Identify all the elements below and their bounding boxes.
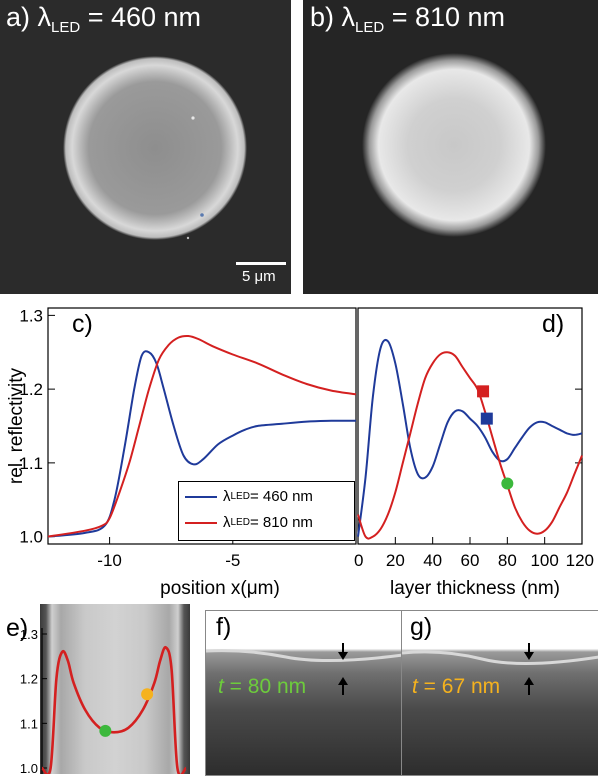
panel-a-sub: LED [51,19,81,36]
chart-e: 1.3 1.2 1.1 1.0 [20,627,188,774]
panel-e: 1.3 1.2 1.1 1.0 e) [0,604,190,774]
chart-d-xtick-label: 40 [423,551,442,570]
legend-entry-810: λ LED = 810 nm [185,514,313,531]
chart-d-series-1 [357,351,583,540]
chart-c-series-1 [47,334,357,538]
chart-c-ytick-label: 1.2 [19,380,43,399]
panel-a-label: a) [6,2,31,32]
chart-d-xtick-label: 80 [498,551,517,570]
arrow-up-icon-head [524,677,534,685]
legend-entry-460: λ LED = 460 nm [185,488,313,505]
panel-g-image: g) t = 67 nm [401,610,598,776]
chart-d-xtick-label: 120 [566,551,594,570]
panel-f-image: f) t = 80 nm [205,610,404,776]
chart-e-series-0 [40,645,188,774]
chart-d-marker-0 [477,385,490,398]
panel-g-label: g) [410,613,433,641]
chart-d-xtick-label: 60 [461,551,480,570]
panel-g-surface [402,643,598,695]
chart-d-xtick-label: 20 [386,551,405,570]
panel-a-disk [63,56,247,240]
chart-e-ytick-label: 1.1 [20,716,38,731]
chart-c-xtick-label: -5 [225,551,240,570]
panel-g-t: t [412,675,418,698]
panel-b-sub: LED [355,19,385,36]
panel-b-disk [362,53,546,237]
chart-c-xlabel: position x(μm) [160,578,280,599]
panel-a-lambda: λ [37,2,52,32]
arrow-down-icon-head [524,652,534,660]
legend-lambda-460: λ [223,488,231,505]
panel-b-value: = 810 nm [384,2,506,32]
panel-b-lambda: λ [341,2,356,32]
chart-c-xtick-label: -10 [97,551,122,570]
chart-d-xlabel: layer thickness (nm) [390,578,560,599]
chart-c-ytick-label: 1.0 [19,528,43,547]
arrow-up-icon-head [338,677,348,685]
chart-d: 0 20 40 60 80 100 120 [354,307,594,570]
chart-d-xtick-label: 100 [530,551,558,570]
panel-b-title: b) λLED = 810 nm [310,2,505,36]
panel-f-label: f) [216,613,232,641]
chart-d-frame [357,307,583,545]
chart-c-legend: λ LED = 460 nm λ LED = 810 nm [178,481,355,541]
scale-bar-label: 5 μm [242,268,276,285]
chart-c-ytick-label: 1.3 [19,306,43,325]
chart-e-marker-1 [141,688,154,701]
chart-c-ylabel: rel. reflectivity [6,367,27,485]
chart-c: 1.0 1.1 1.2 1.3 -10 -5 [19,306,357,570]
chart-d-marker-2 [501,477,514,490]
panel-e-label: e) [6,614,29,642]
panel-a-title: a) λLED = 460 nm [6,2,201,36]
chart-e-ytick-label: 1.2 [20,672,38,687]
chart-c-ytick-label: 1.1 [19,454,43,473]
scale-bar [236,262,286,265]
chart-e-marker-0 [99,724,112,737]
chart-c-frame [47,307,357,545]
panel-g-thickness: t = 67 nm [412,675,500,699]
panel-e-image [40,604,190,774]
panel-f-thickness: t = 80 nm [218,675,306,699]
panel-b-image: b) λLED = 810 nm [303,0,598,294]
legend-value-460: = 460 nm [249,488,313,505]
legend-swatch-460 [185,495,217,498]
panel-d-label: d) [542,310,565,338]
legend-swatch-810 [185,521,217,524]
chart-d-xtick-label: 0 [354,551,363,570]
legend-lambda-810: λ [223,514,231,531]
panel-g-t-value: = 67 nm [417,675,501,698]
charts-c-d: 1.0 1.1 1.2 1.3 -10 -5 0 20 40 60 80 100 120 [19,306,594,570]
chart-c-series-0 [47,350,357,538]
panel-f-surface [206,643,403,695]
arrow-down-icon-head [338,652,348,660]
chart-d-series-0 [357,338,583,537]
panel-f-t-value: = 80 nm [223,675,307,698]
chart-e-ytick-label: 1.0 [20,761,38,774]
chart-e-ytick-label: 1.3 [20,627,38,642]
panel-b-label: b) [310,2,335,32]
legend-value-810: = 810 nm [249,514,313,531]
panel-c-label: c) [72,310,93,338]
legend-sub-810: LED [230,517,250,528]
legend-sub-460: LED [230,491,250,502]
panel-f-t: t [218,675,224,698]
panel-a-value: = 460 nm [80,2,202,32]
panel-a-image: a) λLED = 460 nm 5 μm [0,0,291,294]
chart-d-marker-1 [480,412,493,425]
